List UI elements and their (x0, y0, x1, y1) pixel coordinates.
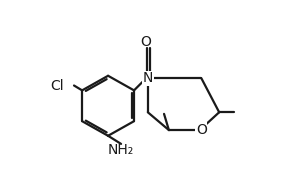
Text: O: O (140, 35, 151, 49)
Text: O: O (196, 123, 207, 137)
Text: NH₂: NH₂ (108, 143, 134, 157)
Text: Cl: Cl (51, 78, 64, 93)
Text: N: N (143, 71, 153, 85)
